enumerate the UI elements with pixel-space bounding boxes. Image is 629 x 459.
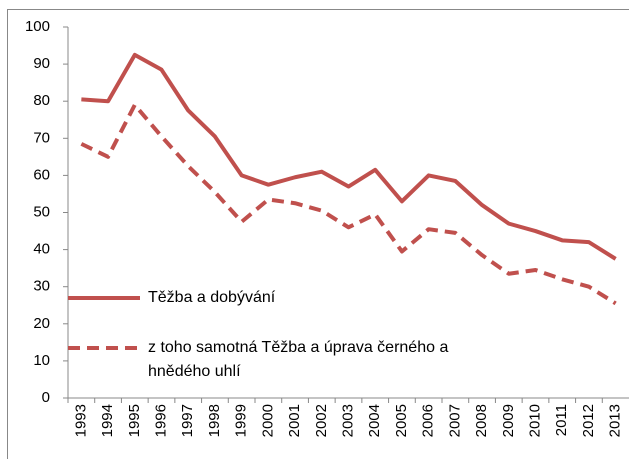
x-tick-label: 2000 [259, 404, 276, 437]
x-tick-label: 2008 [473, 404, 490, 437]
x-tick-label: 2009 [500, 404, 517, 437]
x-tick-label: 2013 [607, 404, 624, 437]
x-tick-label: 1993 [72, 404, 89, 437]
series-line [81, 52, 617, 261]
frame [7, 9, 629, 459]
y-tick-label: 80 [33, 92, 50, 109]
x-tick-label: 2011 [553, 404, 570, 436]
x-tick-label: 2001 [286, 404, 303, 437]
y-tick-label: 60 [33, 166, 50, 183]
y-tick-label: 10 [33, 352, 50, 369]
x-tick-label: 2004 [366, 404, 383, 437]
x-tick-label: 1997 [179, 404, 196, 437]
y-tick-label: 30 [33, 278, 50, 295]
x-tick-label: 1994 [99, 404, 116, 437]
y-tick-label: 50 [33, 203, 50, 220]
x-tick-label: 2012 [580, 404, 597, 437]
x-tick-label: 2005 [393, 404, 410, 437]
y-tick-label: 0 [42, 389, 50, 406]
y-tick-label: 20 [33, 315, 50, 332]
y-tick-label: 70 [33, 129, 50, 146]
x-tick-label: 2010 [526, 404, 543, 437]
x-tick-label: 2002 [313, 404, 330, 437]
legend-label: z toho samotná Těžba a úprava černého a … [148, 339, 449, 380]
x-tick-label: 1996 [152, 404, 169, 437]
x-tick-label: 1999 [233, 404, 250, 437]
x-tick-label: 1998 [206, 404, 223, 437]
x-tick-label: 1995 [126, 404, 143, 437]
series-line [80, 102, 617, 306]
y-tick-label: 90 [33, 55, 50, 72]
y-tick-label: 100 [25, 18, 50, 35]
y-tick-label: 40 [33, 241, 50, 258]
x-tick-label: 2007 [446, 404, 463, 437]
x-tick-label: 2003 [339, 404, 356, 437]
legend-label: Těžba a dobývání [148, 289, 276, 306]
x-tick-label: 2006 [420, 404, 437, 437]
